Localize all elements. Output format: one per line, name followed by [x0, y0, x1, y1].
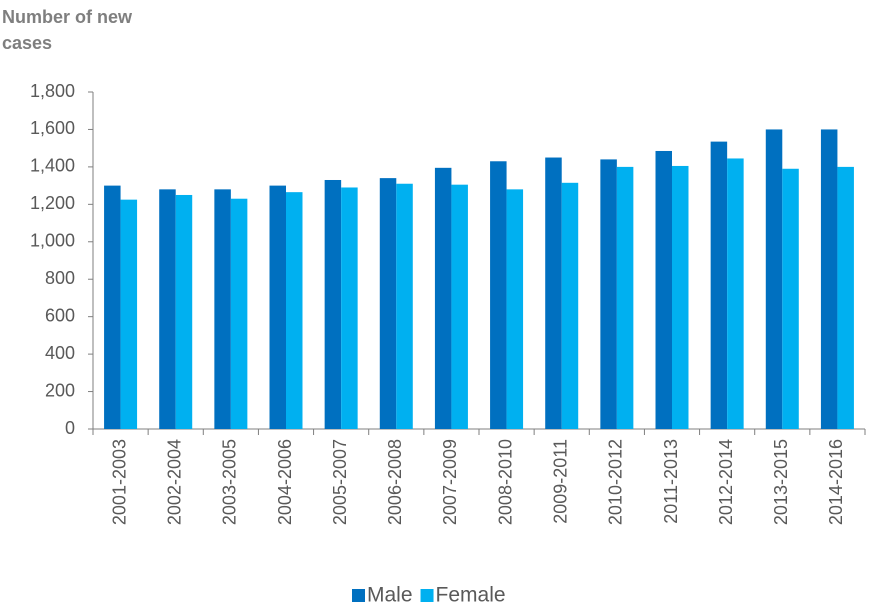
bar	[490, 161, 507, 429]
x-tick-label: 2011-2013	[661, 439, 681, 524]
bar	[269, 185, 286, 429]
x-tick-label: 2007-2009	[440, 439, 460, 525]
bar	[120, 199, 138, 429]
x-tick-label: 2012-2014	[716, 439, 736, 525]
bar	[396, 183, 413, 429]
legend-label: Female	[436, 584, 506, 607]
bar	[175, 194, 193, 429]
bar	[341, 187, 358, 429]
bar	[600, 159, 617, 429]
bar	[672, 165, 689, 430]
x-tick-label: 2004-2006	[275, 439, 295, 525]
bar	[655, 150, 672, 429]
x-tick-label: 2008-2010	[495, 439, 515, 525]
bar	[324, 179, 342, 429]
y-tick-label: 1,600	[30, 118, 75, 138]
bar	[434, 167, 452, 429]
y-tick-label: 400	[45, 343, 75, 363]
y-tick-label: 1,000	[30, 231, 75, 251]
y-tick-label: 1,200	[30, 193, 75, 213]
bar	[230, 198, 248, 429]
x-tick-label: 2002-2004	[164, 439, 184, 525]
legend-swatch	[352, 589, 365, 602]
y-tick-label: 200	[45, 380, 75, 400]
y-tick-label: 0	[65, 418, 75, 438]
x-tick-label: 2006-2008	[385, 439, 405, 525]
bar	[451, 184, 468, 429]
bar	[820, 129, 838, 429]
bar	[727, 158, 744, 430]
y-tick-label: 1,400	[30, 156, 75, 176]
bar	[561, 182, 579, 429]
x-tick-label: 2005-2007	[330, 439, 350, 525]
bar	[765, 129, 783, 429]
y-tick-label: 600	[45, 305, 75, 325]
x-tick-label: 2001-2003	[109, 439, 129, 525]
x-tick-label: 2003-2005	[220, 439, 240, 525]
bar	[616, 166, 634, 429]
bar	[104, 185, 121, 429]
x-tick-label: 2009-2011	[550, 439, 570, 524]
bar	[379, 178, 397, 429]
bar	[286, 192, 303, 429]
bar	[506, 189, 524, 429]
x-tick-label: 2014-2016	[826, 439, 846, 525]
x-tick-label: 2013-2015	[771, 439, 791, 525]
x-tick-label: 2010-2012	[606, 439, 626, 525]
bar	[782, 168, 799, 429]
bar	[214, 189, 231, 429]
bar	[545, 157, 562, 429]
y-axis-label: Number of new cases	[2, 7, 133, 53]
y-tick-label: 800	[45, 268, 75, 288]
y-tick-label: 1,800	[30, 81, 75, 101]
bar	[710, 141, 728, 429]
bar	[837, 166, 854, 429]
legend-label: Male	[367, 584, 413, 607]
bar	[159, 189, 176, 429]
legend-swatch	[420, 589, 434, 602]
